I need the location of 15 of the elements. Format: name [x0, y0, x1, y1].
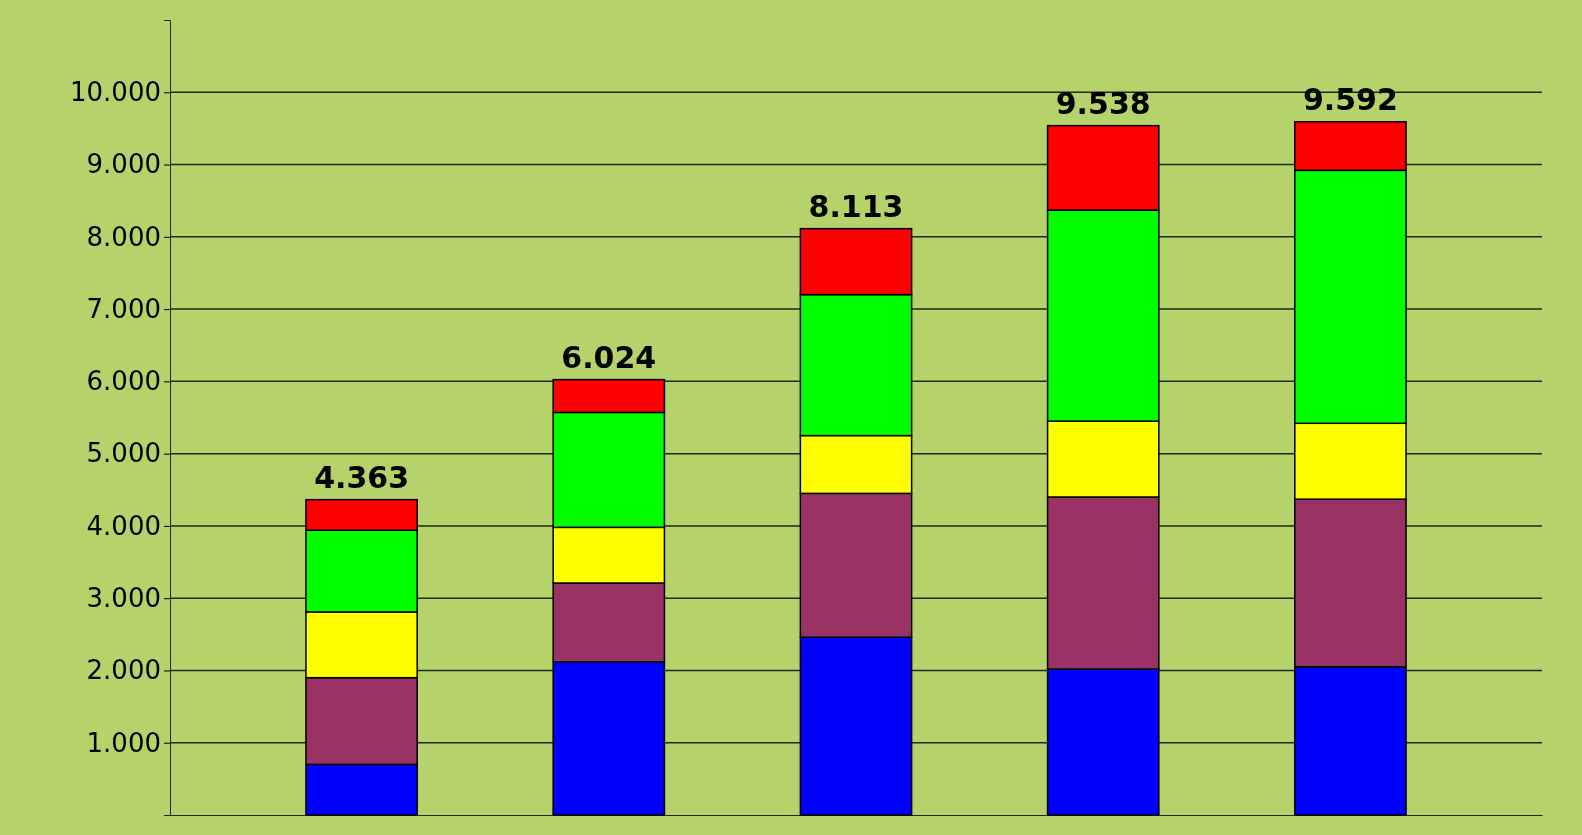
- y-tick-label: 9.000: [86, 149, 161, 180]
- y-tick-label: 10.000: [70, 77, 161, 108]
- total-label: 8.113: [808, 188, 904, 224]
- total-label: 9.592: [1302, 81, 1398, 117]
- total-label: 6.024: [561, 339, 657, 375]
- y-tick-label: 5.000: [86, 438, 161, 469]
- total-label: 4.363: [314, 459, 410, 495]
- y-tick-label: 6.000: [86, 366, 161, 397]
- total-label: 9.538: [1055, 85, 1151, 121]
- y-tick-label: 2.000: [86, 655, 161, 686]
- y-tick-label: 4.000: [86, 510, 161, 541]
- y-tick-label: 3.000: [86, 583, 161, 613]
- y-tick-label: 7.000: [86, 293, 161, 324]
- y-tick-label: 1.000: [86, 727, 161, 758]
- y-tick-label: 8.000: [86, 221, 161, 252]
